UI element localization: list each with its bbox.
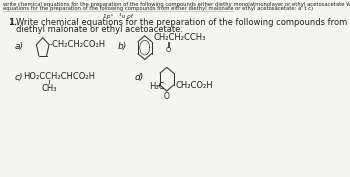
Text: diethyl malonate or ethyl acetoacetate:: diethyl malonate or ethyl acetoacetate: [16, 25, 183, 34]
Text: equations for the preparation of the following compounds from either diethyl mal: equations for the preparation of the fol… [4, 6, 314, 11]
Text: CH₂CH₂CCH₃: CH₂CH₂CCH₃ [153, 33, 206, 42]
Text: c): c) [15, 73, 23, 82]
Text: a): a) [15, 42, 24, 51]
Text: CH₃: CH₃ [42, 84, 57, 93]
Text: write chemical equations for the preparation of the following compounds either d: write chemical equations for the prepara… [4, 2, 350, 7]
Text: -CH₂CH₂CO₂H: -CH₂CH₂CO₂H [49, 40, 106, 49]
Text: H₃C: H₃C [149, 82, 164, 91]
Text: d): d) [135, 73, 144, 82]
Text: 1p°   ¹u of: 1p° ¹u of [103, 13, 133, 19]
Text: b): b) [118, 42, 127, 51]
Text: HO₂CCH₂CHCO₂H: HO₂CCH₂CHCO₂H [23, 72, 95, 81]
Text: Write chemical equations for the preparation of the following compounds from eit: Write chemical equations for the prepara… [16, 18, 350, 27]
Text: O: O [166, 47, 171, 53]
Text: CH₂CO₂H: CH₂CO₂H [175, 81, 213, 90]
Text: 1.: 1. [8, 18, 17, 27]
Text: O: O [164, 92, 170, 101]
